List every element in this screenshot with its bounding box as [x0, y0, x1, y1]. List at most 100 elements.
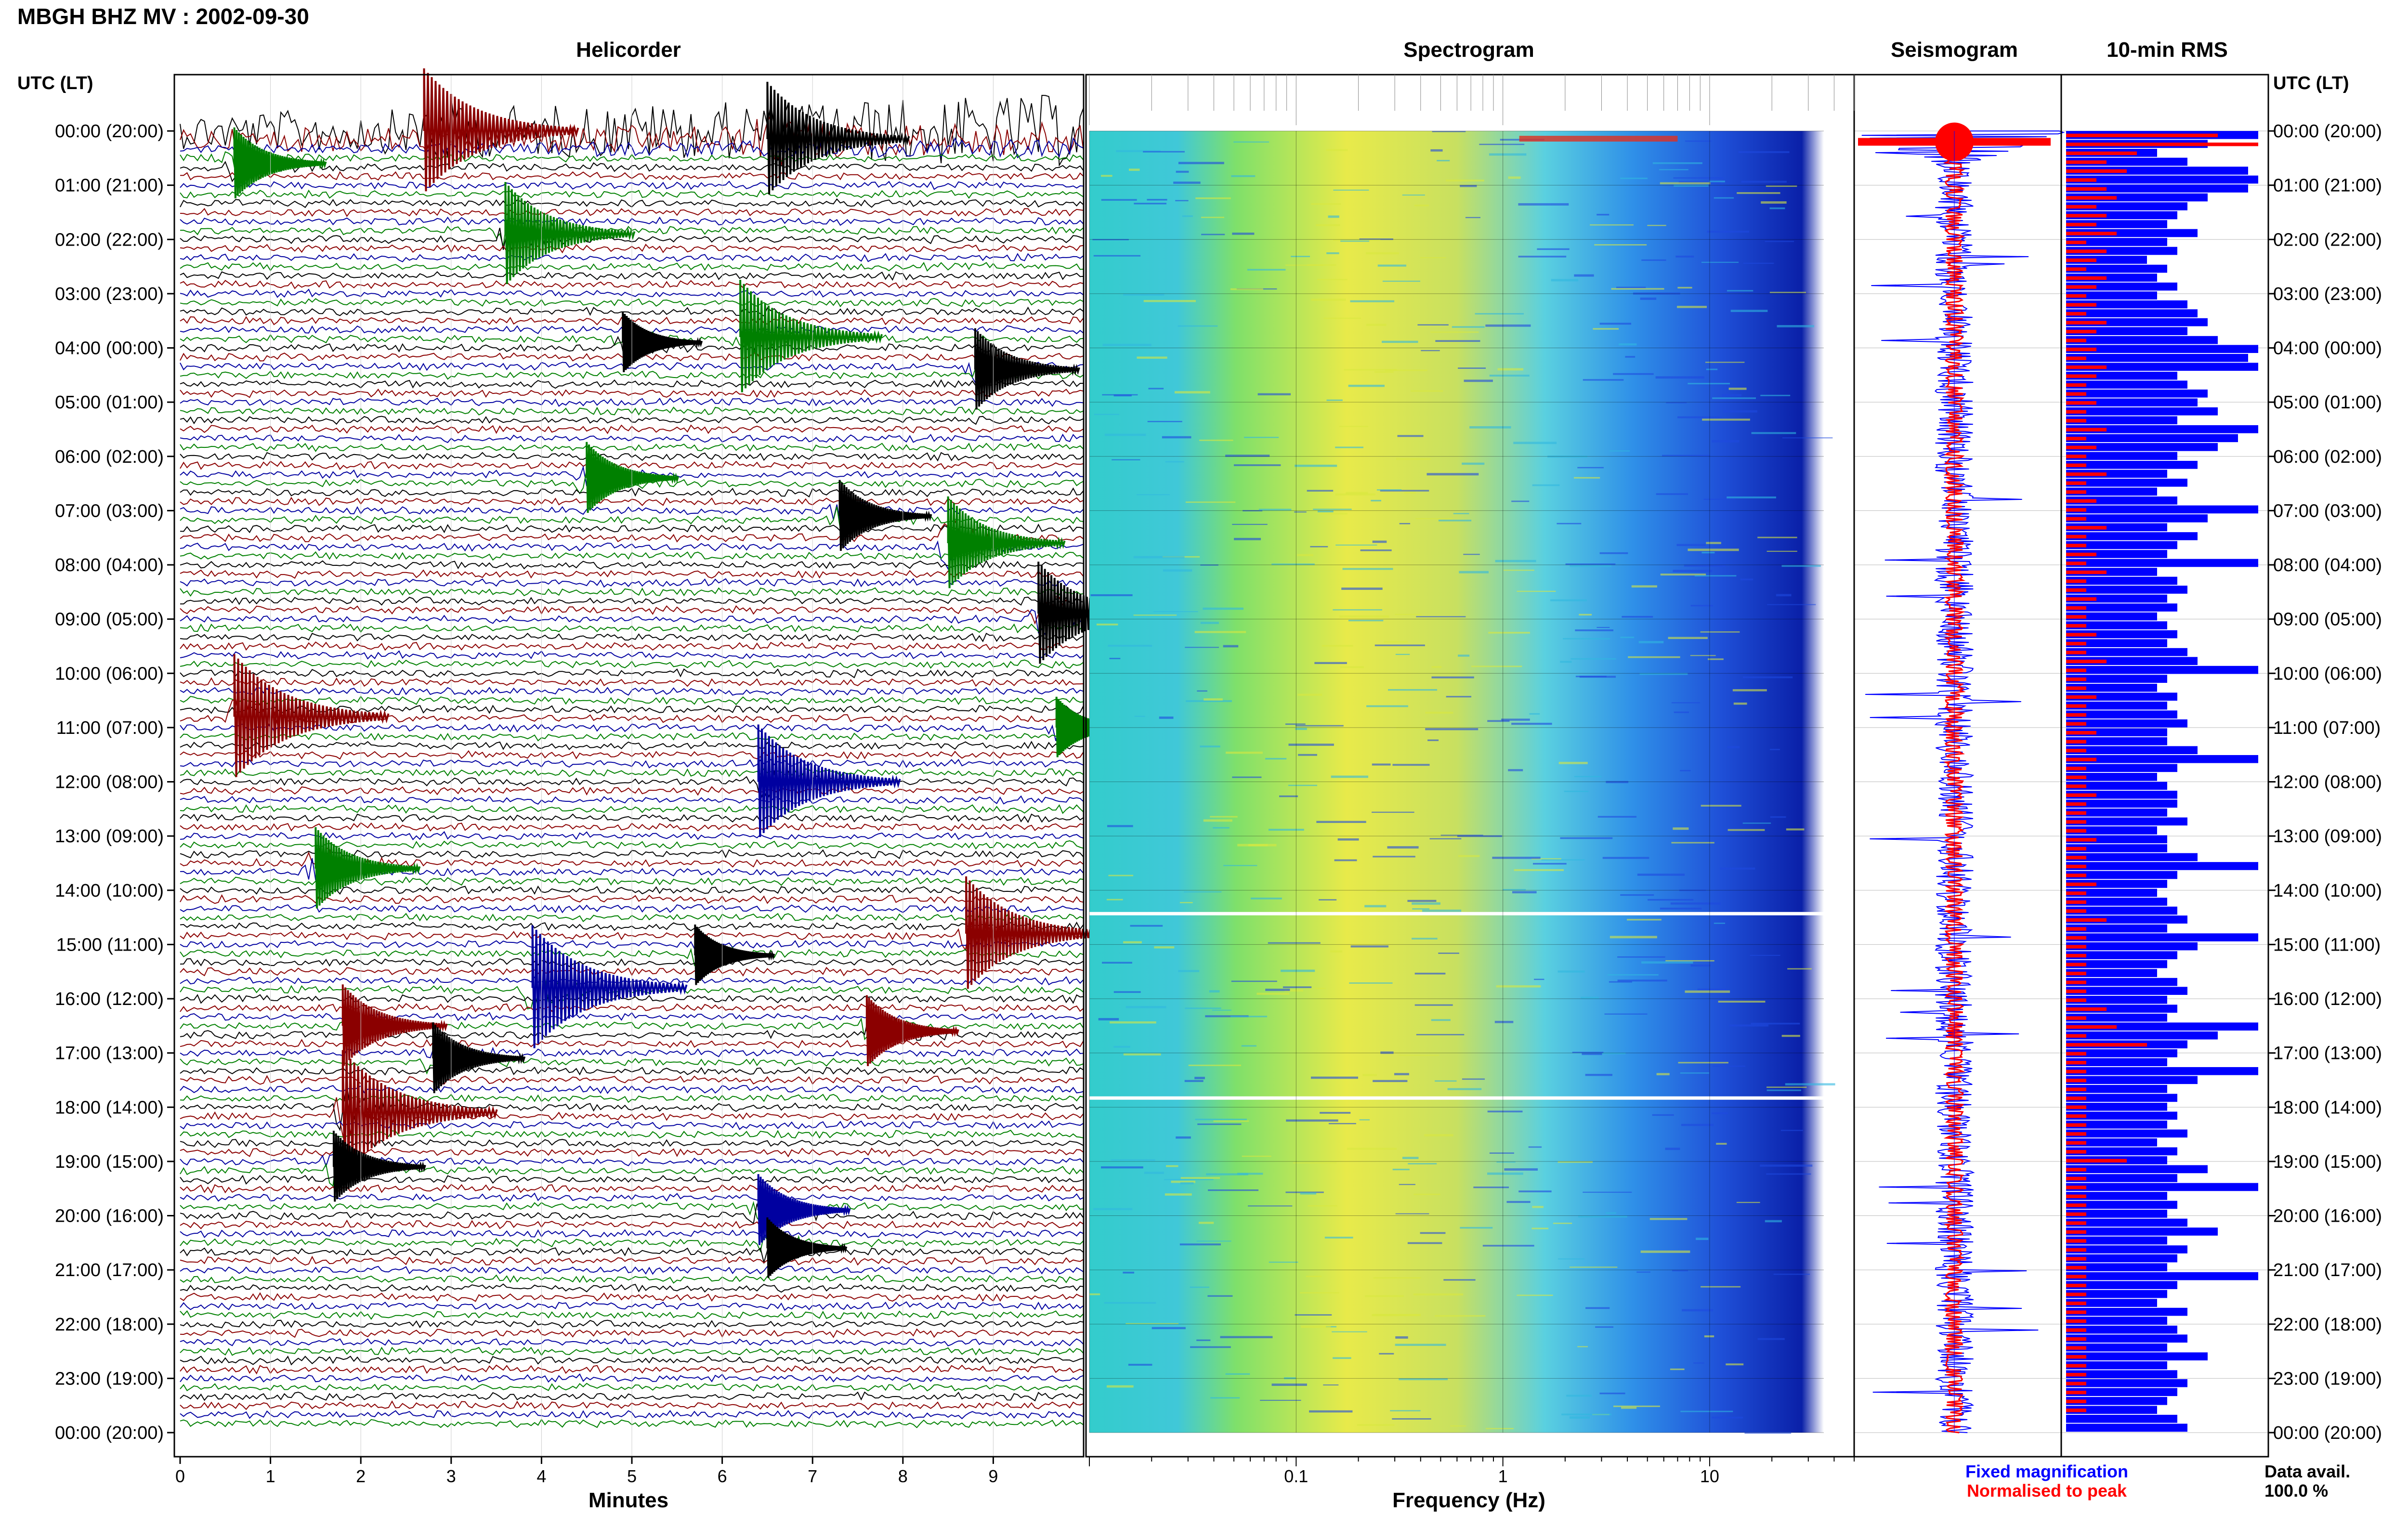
spectrogram-texture — [1176, 1136, 1191, 1139]
spectrogram-texture — [1506, 1201, 1531, 1203]
spectrogram-texture — [1134, 203, 1167, 205]
spectrogram-texture — [1094, 414, 1119, 415]
spectrogram-texture — [1090, 594, 1133, 597]
spectrogram-texture — [1223, 865, 1257, 866]
rms-normalised-bar — [2066, 847, 2086, 851]
rms-normalised-bar — [2066, 1087, 2086, 1091]
spectrogram-texture — [1422, 909, 1462, 912]
rms-fixed-bar — [2066, 1307, 2187, 1316]
spectrogram-texture — [1178, 325, 1218, 327]
rms-normalised-bar — [2066, 1382, 2086, 1385]
rms-normalised-bar — [2066, 196, 2117, 200]
spectrogram-texture — [1231, 980, 1277, 982]
spectrogram-texture — [1473, 1187, 1509, 1188]
spectrogram-texture — [1751, 432, 1796, 434]
spectrogram-texture — [1366, 252, 1399, 255]
spectrogram-texture — [1313, 509, 1352, 510]
spectrogram-texture — [1469, 426, 1511, 429]
time-label-left: 09:00 (05:00) — [55, 610, 164, 630]
spectrogram-texture — [1534, 979, 1544, 980]
rms-normalised-bar — [2066, 1070, 2086, 1073]
spectrogram-texture — [1209, 990, 1220, 993]
spectrogram-texture — [1104, 1302, 1156, 1304]
spectrogram-texture — [1709, 181, 1725, 183]
spectrogram-texture — [1597, 816, 1637, 818]
rms-normalised-bar — [2066, 748, 2086, 753]
rms-normalised-bar — [2066, 989, 2086, 993]
spectrogram-texture — [1220, 1336, 1273, 1338]
spectrogram-texture — [1665, 1148, 1680, 1150]
spectrogram-texture — [1714, 197, 1734, 199]
rms-normalised-bar — [2066, 133, 2218, 137]
spectrogram-texture — [1225, 1373, 1250, 1375]
spectrogram-texture — [1770, 816, 1786, 818]
spectrogram-texture — [1637, 874, 1685, 876]
rms-fixed-bar — [2066, 1379, 2187, 1387]
time-label-left: 17:00 (13:00) — [55, 1044, 164, 1064]
rms-normalised-bar — [2066, 936, 2086, 940]
rms-normalised-bar — [2066, 731, 2096, 735]
spectrogram-texture — [1413, 1193, 1440, 1195]
spectrogram-texture — [1613, 373, 1654, 375]
time-label-left: 22:00 (18:00) — [55, 1315, 164, 1335]
spectrogram-texture — [1609, 450, 1630, 452]
rms-normalised-bar — [2066, 214, 2107, 218]
spectrogram-texture — [1223, 645, 1239, 648]
spectrogram-texture — [1333, 189, 1369, 191]
rms-fixed-bar — [2066, 960, 2167, 968]
rms-fixed-bar — [2066, 809, 2167, 817]
rms-normalised-bar — [2066, 1159, 2127, 1163]
rms-fixed-bar — [2066, 683, 2157, 692]
spectrogram-texture — [1311, 299, 1346, 301]
rms-fixed-bar — [2066, 1290, 2167, 1298]
rms-normalised-bar — [2066, 704, 2086, 708]
spectrogram-texture — [1294, 511, 1307, 513]
spectrogram-texture — [1424, 1134, 1453, 1136]
spectrogram-texture — [1727, 829, 1765, 831]
rms-fixed-bar — [2066, 398, 2198, 407]
spectrogram-texture — [1760, 394, 1791, 396]
spectrogram-texture — [1101, 199, 1137, 201]
rms-normalised-bar — [2066, 971, 2086, 976]
spectrogram-texture — [1384, 640, 1408, 643]
spectrogram-texture — [1288, 784, 1317, 786]
spectrogram-texture — [1656, 493, 1688, 495]
rms-normalised-bar — [2066, 864, 2086, 869]
spectrogram-texture — [1100, 175, 1112, 177]
spectrogram-texture — [1374, 644, 1425, 646]
spectrogram-texture — [1438, 953, 1459, 954]
spectrogram-texture — [1767, 550, 1797, 552]
spectrogram-texture — [1328, 215, 1339, 218]
spectrogram-xtick-label: 1 — [1498, 1466, 1508, 1486]
rms-normalised-bar — [2066, 874, 2086, 877]
spectrogram-texture — [1573, 477, 1600, 479]
spectrogram-texture — [1326, 149, 1348, 151]
spectrogram-texture — [1429, 838, 1462, 840]
rms-normalised-bar — [2066, 1043, 2147, 1047]
helicorder-xtick-label: 3 — [446, 1466, 456, 1486]
time-label-right: 08:00 (04:00) — [2273, 555, 2382, 575]
spectrogram-texture — [1232, 523, 1268, 525]
rms-fixed-bar — [2066, 1343, 2167, 1352]
spectrogram-texture — [1346, 492, 1368, 495]
spectrogram-texture — [1780, 1130, 1803, 1131]
spectrogram-texture — [1757, 1338, 1785, 1340]
spectrogram-texture — [1435, 1080, 1457, 1082]
rms-normalised-bar — [2066, 1079, 2086, 1083]
rms-normalised-bar — [2066, 267, 2086, 271]
time-label-right: 04:00 (00:00) — [2273, 339, 2382, 359]
spectrogram-texture — [1742, 822, 1771, 824]
rms-normalised-bar — [2066, 1390, 2086, 1395]
rms-normalised-bar — [2066, 1283, 2086, 1288]
spectrogram-texture — [1308, 1205, 1337, 1207]
spectrogram-texture — [1730, 310, 1768, 312]
spectrogram-texture — [1599, 1392, 1625, 1395]
time-label-left: 05:00 (01:00) — [55, 392, 164, 413]
spectrogram-texture — [1722, 394, 1741, 397]
spectrogram-texture — [1574, 274, 1594, 277]
rms-fixed-bar — [2066, 291, 2157, 300]
time-label-right: 19:00 (15:00) — [2273, 1152, 2382, 1172]
spectrogram-texture — [1517, 590, 1556, 592]
rms-normalised-bar — [2066, 294, 2086, 298]
spectrogram-texture — [1291, 256, 1310, 257]
